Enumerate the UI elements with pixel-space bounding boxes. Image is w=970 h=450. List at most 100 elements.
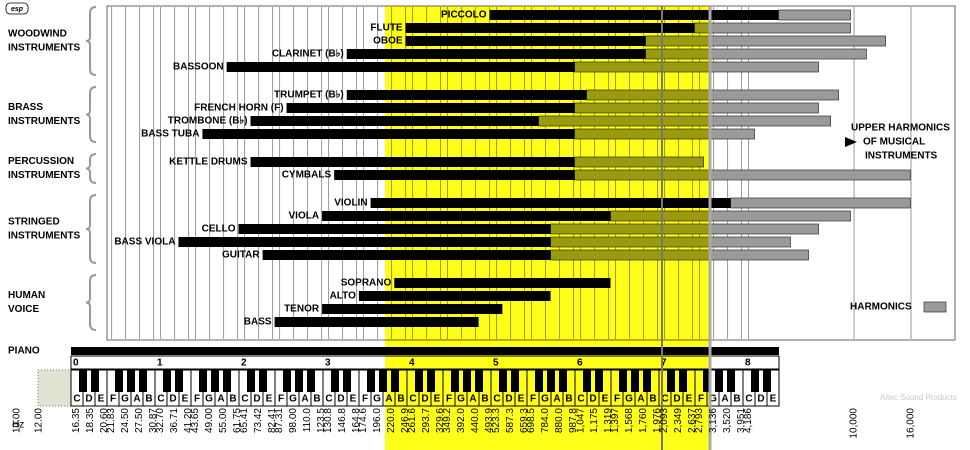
instrument-label: KETTLE DRUMS <box>169 157 248 168</box>
x-tick-label: 32.70 <box>155 408 166 433</box>
note-label: D <box>169 394 176 405</box>
note-label: B <box>145 394 152 405</box>
x-tick-label: 659.3 <box>519 408 530 433</box>
x-tick-label: 20.60 <box>99 408 110 433</box>
note-label: A <box>133 394 140 405</box>
instrument-label: VIOLIN <box>334 198 367 209</box>
x-tick-label: 2,793 <box>694 408 705 433</box>
note-label: E <box>266 394 273 405</box>
black-key <box>163 370 171 392</box>
instrument-label: CLARINET (B♭) <box>272 49 344 60</box>
group-label: WOODWIND <box>8 29 67 40</box>
x-tick-label: 261.6 <box>407 408 418 433</box>
group-label: VOICE <box>8 304 39 315</box>
note-line: UPPER HARMONICS <box>851 123 950 134</box>
note-label: F <box>362 394 368 405</box>
x-tick-label: 16.35 <box>71 408 82 433</box>
note-label: B <box>313 394 320 405</box>
x-tick-label: 1,568 <box>624 408 635 433</box>
note-label: C <box>745 394 752 405</box>
group-label: INSTRUMENTS <box>8 170 81 181</box>
x-tick-label: 493.9 <box>484 408 495 433</box>
group-brace <box>85 274 97 331</box>
x-tick-label: 82.41 <box>267 408 278 433</box>
note-label: G <box>121 394 129 405</box>
note-label: E <box>770 394 777 405</box>
x-tick-label: 1,047 <box>575 408 586 433</box>
note-label: G <box>205 394 213 405</box>
instrument-label: SOPRANO <box>341 278 392 289</box>
black-key <box>139 370 147 392</box>
group-label: PERCUSSION <box>8 156 74 167</box>
harmonic-bar <box>778 9 851 21</box>
x-tick-label: 392.0 <box>456 408 467 433</box>
note-label: B <box>229 394 236 405</box>
x-tick-label: 61.75 <box>232 408 243 433</box>
x-tick-label: 1,319 <box>603 408 614 433</box>
x-tick-label: 880.0 <box>554 408 565 433</box>
x-tick-label: 2,093 <box>659 408 670 433</box>
x-tick-label: 24.50 <box>120 408 131 433</box>
note-label: D <box>85 394 92 405</box>
x-tick-label: 87.31 <box>274 408 285 433</box>
x-tick-label: 1,397 <box>610 408 621 433</box>
x-tick-label: 49.00 <box>204 408 215 433</box>
note-label: B <box>733 394 740 405</box>
black-key <box>295 370 303 392</box>
group-label: BRASS <box>8 102 43 113</box>
group-brace <box>85 6 97 76</box>
x-tick-label: 10,000 <box>849 408 860 439</box>
black-key <box>79 370 87 392</box>
note-label: C <box>325 394 332 405</box>
group-label: INSTRUMENTS <box>8 231 81 242</box>
note-label: D <box>337 394 344 405</box>
black-key <box>115 370 123 392</box>
note-label: E <box>98 394 105 405</box>
legend-label: HARMONICS <box>850 302 912 313</box>
hz-label: Hz <box>12 420 24 431</box>
black-key <box>223 370 231 392</box>
black-key <box>751 370 759 392</box>
note-label: D <box>757 394 764 405</box>
group-label: INSTRUMENTS <box>8 43 81 54</box>
octave-label: 0 <box>73 358 79 369</box>
instrument-label: TENOR <box>284 304 320 315</box>
black-key <box>199 370 207 392</box>
x-tick-label: 196.0 <box>372 408 383 433</box>
octave-label: 1 <box>157 358 163 369</box>
octave-label: 2 <box>241 358 247 369</box>
black-key <box>715 370 723 392</box>
x-tick-label: 30.87 <box>148 408 159 433</box>
x-tick-label: 1,760 <box>638 408 649 433</box>
x-tick-label: 164.8 <box>351 408 362 433</box>
x-tick-label: 18.35 <box>85 408 96 433</box>
instrument-label: ALTO <box>330 291 357 302</box>
x-tick-label: 246.9 <box>400 408 411 433</box>
note-arrow <box>845 137 857 147</box>
black-key <box>307 370 315 392</box>
logo: esp <box>11 6 24 13</box>
x-tick-label: 130.8 <box>323 408 334 433</box>
x-tick-label: 784.0 <box>540 408 551 433</box>
x-tick-label: 3,520 <box>722 408 733 433</box>
x-tick-label: 110.0 <box>302 408 313 433</box>
note-label: F <box>278 394 284 405</box>
black-key <box>379 370 387 392</box>
note-label: C <box>73 394 80 405</box>
x-tick-label: 1,175 <box>589 408 600 433</box>
x-tick-label: 1,976 <box>652 408 663 433</box>
harmonic-bar <box>694 22 851 34</box>
black-key <box>175 370 183 392</box>
x-tick-label: 329.6 <box>435 408 446 433</box>
x-tick-label: 27.50 <box>134 408 145 433</box>
x-tick-label: 21.83 <box>106 408 117 433</box>
x-tick-label: 440.0 <box>470 408 481 433</box>
note-label: G <box>373 394 381 405</box>
group-label: INSTRUMENTS <box>8 116 81 127</box>
black-key <box>211 370 219 392</box>
group-brace <box>85 153 97 184</box>
instrument-label: CELLO <box>202 224 236 235</box>
x-tick-label: 3,136 <box>708 408 719 433</box>
instrument-label: BASS VIOLA <box>114 237 175 248</box>
